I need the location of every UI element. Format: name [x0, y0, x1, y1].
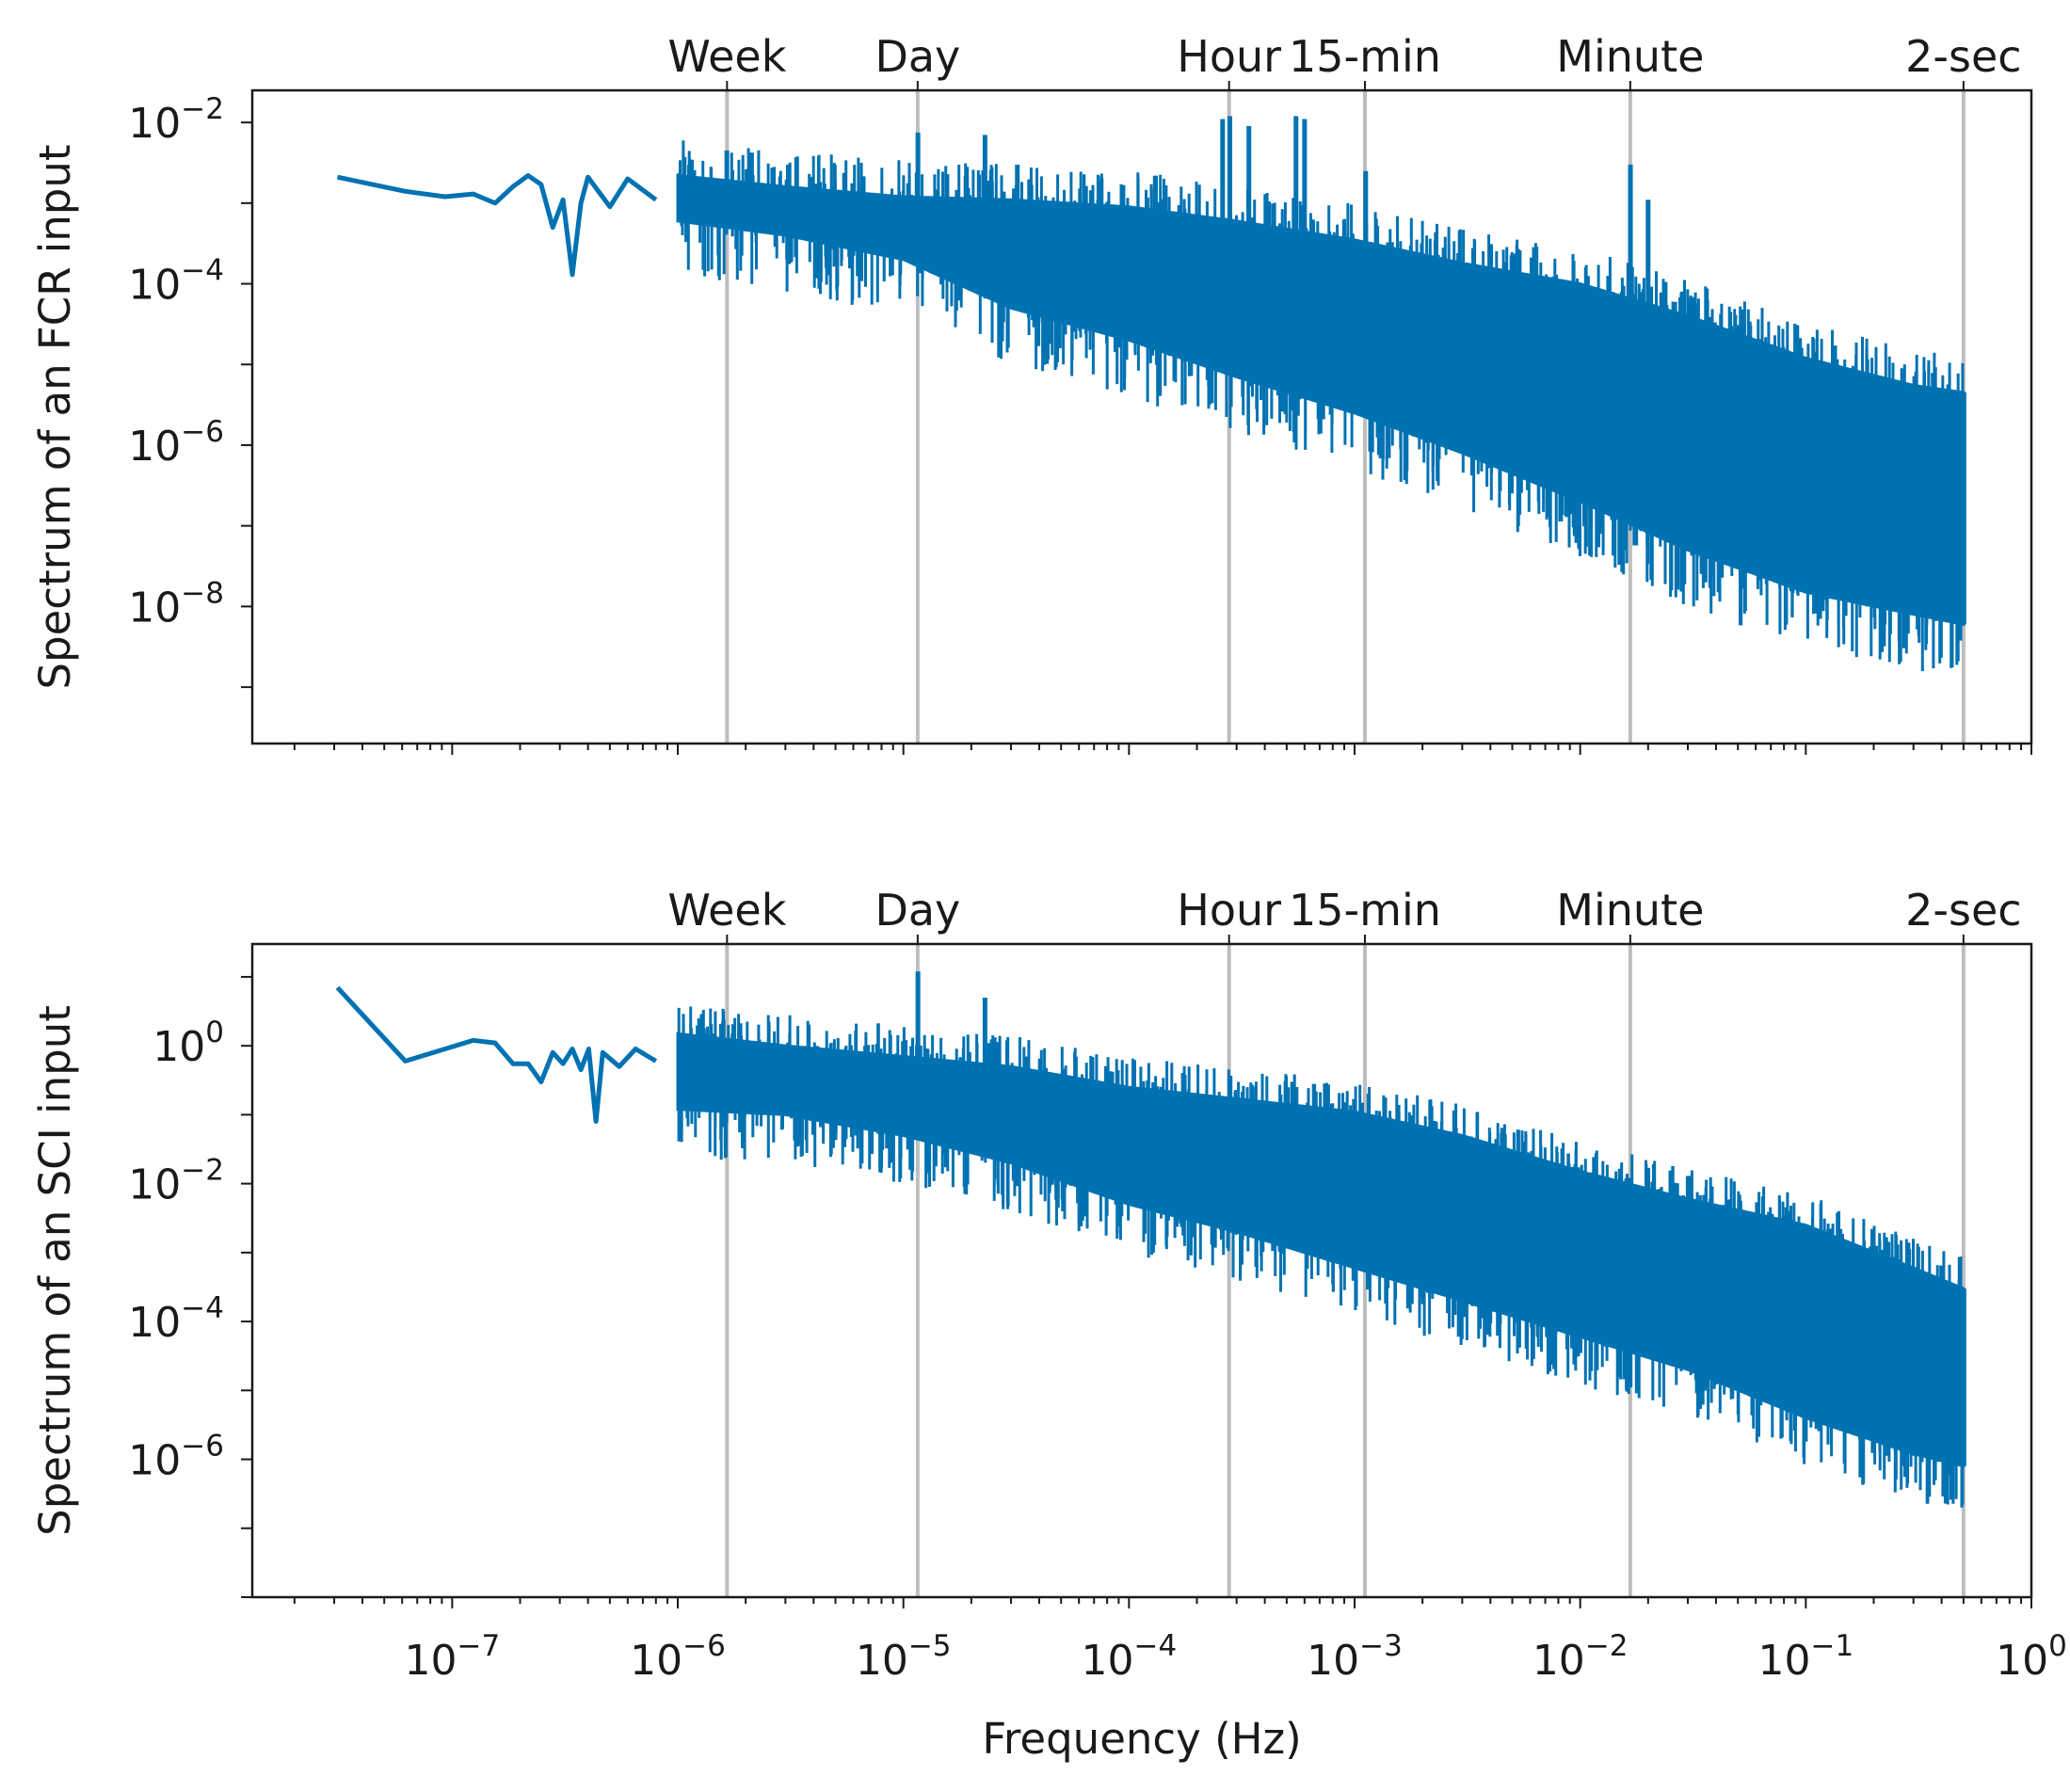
x-tick-label: 10−2 — [1532, 1629, 1629, 1685]
y-axis-label: Spectrum of an FCR input — [30, 144, 80, 689]
y-tick-label: 10−4 — [128, 1291, 224, 1347]
x-tick-label: 10−6 — [630, 1629, 726, 1685]
period-label-2-sec: 2-sec — [1905, 31, 2021, 82]
y-tick-label: 10−6 — [128, 415, 224, 471]
period-label-15-min: 15-min — [1289, 31, 1441, 82]
spectrum-line-lowfreq — [336, 173, 658, 278]
spectrum-series-0 — [336, 116, 1966, 672]
y-tick-label: 10−6 — [128, 1430, 224, 1485]
y-tick-label: 10−4 — [128, 254, 224, 310]
period-label-2-sec: 2-sec — [1905, 885, 2021, 936]
fcr-spectrum-panel: Week Day Hour 15-min Minute 2-sec 10−2 10−4 10−6… — [30, 31, 2033, 755]
x-tick-label: 100 — [1996, 1629, 2067, 1685]
spectrum-band — [676, 173, 1966, 627]
period-label-hour: Hour — [1177, 885, 1281, 936]
y-tick-label: 100 — [152, 1016, 224, 1071]
x-tick-label: 10−5 — [856, 1629, 952, 1685]
plot-frame — [250, 942, 2033, 1599]
x-tick-label: 10−1 — [1757, 1629, 1853, 1685]
period-label-day: Day — [875, 885, 960, 936]
x-tick-label: 10−3 — [1307, 1629, 1403, 1685]
period-label-minute: Minute — [1556, 31, 1704, 82]
spectrum-noise-spikes — [677, 1006, 1965, 1508]
y-axis-label: Spectrum of an SCI input — [30, 1005, 80, 1536]
period-label-day: Day — [875, 31, 960, 82]
x-axis-label: Frequency (Hz) — [982, 1714, 1301, 1764]
period-label-week: Week — [667, 885, 786, 936]
spectrum-series-1 — [335, 971, 1966, 1508]
spectrum-line-lowfreq — [335, 985, 658, 1124]
sci-spectrum-panel: Week Day Hour 15-min Minute 2-sec 100 10−2 10−4 1… — [30, 885, 2067, 1764]
y-tick-label: 10−2 — [128, 1154, 224, 1209]
period-label-15-min: 15-min — [1289, 885, 1441, 936]
y-tick-label: 10−8 — [128, 576, 224, 632]
period-label-week: Week — [667, 31, 786, 82]
x-tick-label: 10−4 — [1081, 1629, 1177, 1685]
y-tick-label: 10−2 — [128, 92, 224, 148]
spectrum-noise-spikes — [677, 140, 1965, 672]
x-tick-label: 10−7 — [405, 1629, 501, 1685]
plot-frame — [250, 88, 2033, 745]
period-label-hour: Hour — [1177, 31, 1281, 82]
period-label-minute: Minute — [1556, 885, 1704, 936]
